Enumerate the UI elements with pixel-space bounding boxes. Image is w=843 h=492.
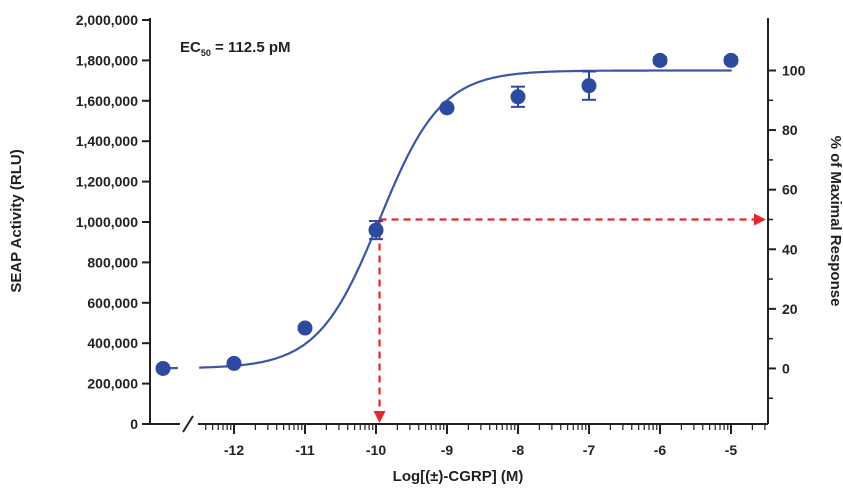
y-tick-label: 400,000	[87, 335, 138, 351]
x-ticks: -12 -11 -10 -9 -8 -7 -6 -5	[205, 424, 766, 458]
y-tick-label: 0	[130, 416, 138, 432]
data-point	[581, 78, 597, 94]
y-tick-label: 2,000,000	[76, 12, 138, 28]
ec50-suffix: = 112.5 pM	[211, 39, 291, 56]
y-tick-label: 1,800,000	[76, 52, 138, 68]
data-point	[439, 100, 455, 116]
y2-tick-label: 40	[782, 241, 798, 257]
x-axis-label: Log[(±)-CGRP] (M)	[393, 468, 524, 485]
right-y-ticks: 0 20 40 60 80 100	[768, 63, 806, 399]
axes	[149, 18, 769, 433]
data-point	[297, 320, 313, 336]
ec50-vertical-arrowhead	[373, 411, 386, 423]
y-tick-label: 1,200,000	[76, 174, 138, 190]
data-point	[155, 360, 171, 376]
x-tick-label: -9	[441, 442, 454, 458]
x-tick-label: -8	[512, 442, 525, 458]
x-tick-label: -12	[224, 442, 244, 458]
y-tick-label: 1,400,000	[76, 133, 138, 149]
data-point	[723, 52, 739, 68]
data-point	[510, 89, 526, 105]
left-y-ticks: 0 200,000 400,000 600,000 800,000 1,000,000 1,…	[76, 12, 150, 432]
y2-tick-label: 0	[782, 360, 790, 376]
x-tick-label: -11	[295, 442, 315, 458]
x-tick-label: -5	[725, 442, 738, 458]
y2-tick-label: 60	[782, 182, 798, 198]
ec50-guides	[373, 213, 766, 423]
y-tick-label: 1,600,000	[76, 93, 138, 109]
x-tick-label: -10	[366, 442, 386, 458]
x-tick-label: -6	[654, 442, 667, 458]
data-point	[368, 222, 384, 238]
y2-axis-label: % of Maximal Response	[827, 136, 843, 307]
y-tick-label: 200,000	[87, 376, 138, 392]
ec50-horizontal-arrowhead	[754, 213, 766, 226]
y-tick-label: 800,000	[87, 254, 138, 270]
ec50-prefix: EC	[180, 39, 201, 56]
data-point	[226, 355, 242, 371]
data-points	[155, 52, 739, 376]
ec50-subscript: 50	[201, 48, 211, 58]
axis-break-mark	[182, 415, 194, 433]
y2-tick-label: 80	[782, 122, 798, 138]
y-tick-label: 600,000	[87, 295, 138, 311]
x-tick-label: -7	[583, 442, 596, 458]
y-tick-label: 1,000,000	[76, 214, 138, 230]
y-axis-label: SEAP Activity (RLU)	[8, 149, 25, 292]
y2-tick-label: 100	[782, 63, 806, 79]
ec50-annotation: EC50 = 112.5 pM	[180, 39, 291, 58]
data-point	[652, 52, 668, 68]
y2-tick-label: 20	[782, 301, 798, 317]
